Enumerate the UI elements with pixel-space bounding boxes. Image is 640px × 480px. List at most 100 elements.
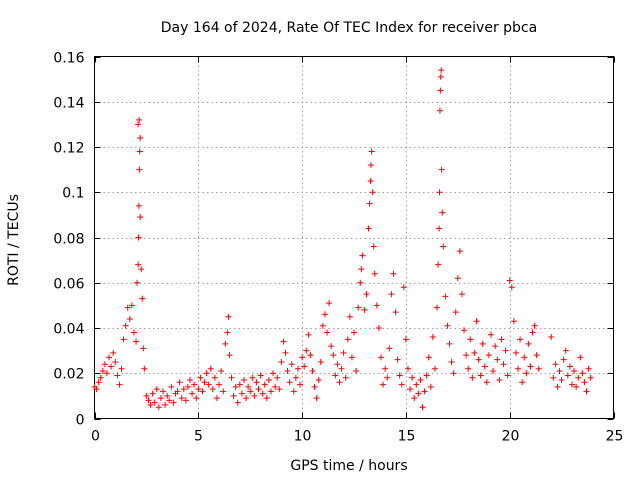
- data-point: [99, 367, 106, 374]
- data-point: [533, 352, 540, 359]
- data-point: [502, 347, 509, 354]
- data-point: [575, 374, 582, 381]
- data-point: [382, 365, 389, 372]
- data-point: [225, 313, 232, 320]
- data-point: [353, 367, 360, 374]
- data-point: [122, 322, 129, 329]
- data-point: [282, 349, 289, 356]
- data-point: [548, 334, 555, 341]
- data-point: [136, 116, 143, 123]
- data-point: [504, 372, 511, 379]
- data-point: [423, 372, 430, 379]
- data-point: [485, 352, 492, 359]
- data-point: [226, 352, 233, 359]
- data-point: [355, 304, 362, 311]
- data-point: [274, 374, 281, 381]
- data-point: [205, 381, 212, 388]
- data-point: [417, 377, 424, 384]
- data-point: [529, 329, 536, 336]
- data-point: [369, 189, 376, 196]
- data-point: [438, 166, 445, 173]
- data-point: [128, 302, 135, 309]
- data-point: [384, 374, 391, 381]
- data-point: [448, 358, 455, 365]
- data-point: [358, 266, 365, 273]
- data-point: [236, 381, 243, 388]
- data-point: [319, 322, 326, 329]
- data-point: [488, 331, 495, 338]
- data-point: [324, 329, 331, 336]
- data-point: [184, 383, 191, 390]
- data-point: [348, 354, 355, 361]
- data-point: [112, 358, 119, 365]
- data-point: [508, 284, 515, 291]
- data-point: [438, 67, 445, 74]
- data-point: [191, 381, 198, 388]
- data-point: [452, 309, 459, 316]
- data-point: [519, 379, 526, 386]
- data-point: [456, 248, 463, 255]
- data-point: [371, 270, 378, 277]
- data-point: [394, 356, 401, 363]
- data-point: [515, 365, 522, 372]
- data-point: [234, 399, 241, 406]
- data-point: [330, 352, 337, 359]
- data-point: [108, 363, 115, 370]
- data-point: [209, 386, 216, 393]
- data-point: [251, 392, 258, 399]
- data-point: [253, 379, 260, 386]
- data-point: [523, 370, 530, 377]
- data-point: [286, 379, 293, 386]
- data-point: [346, 313, 353, 320]
- x-tick-label: 20: [502, 429, 520, 445]
- data-point: [402, 336, 409, 343]
- data-point: [126, 315, 133, 322]
- data-point: [429, 334, 436, 341]
- data-point: [294, 365, 301, 372]
- x-axis-ticks: 0 5 10 15 20 25: [91, 56, 623, 445]
- data-point: [444, 322, 451, 329]
- y-tick-label: 0.1: [62, 186, 84, 202]
- data-point: [211, 374, 218, 381]
- data-point: [344, 336, 351, 343]
- data-point: [367, 177, 374, 184]
- data-point: [213, 395, 220, 402]
- data-point: [475, 356, 482, 363]
- data-point: [506, 277, 513, 284]
- data-point: [278, 358, 285, 365]
- data-point: [473, 318, 480, 325]
- data-point: [292, 374, 299, 381]
- data-point: [201, 379, 208, 386]
- data-point: [174, 388, 181, 395]
- data-point: [415, 390, 422, 397]
- data-point: [135, 202, 142, 209]
- data-point: [419, 404, 426, 411]
- data-point: [170, 399, 177, 406]
- data-point: [207, 365, 214, 372]
- data-point: [404, 365, 411, 372]
- data-point: [101, 361, 108, 368]
- data-point: [317, 358, 324, 365]
- data-point: [195, 386, 202, 393]
- data-point: [568, 381, 575, 388]
- data-point: [434, 304, 441, 311]
- data-point: [245, 383, 252, 390]
- data-point: [151, 399, 158, 406]
- y-tick-label: 0.16: [53, 51, 84, 67]
- data-point: [436, 189, 443, 196]
- data-point: [446, 340, 453, 347]
- data-point: [370, 243, 377, 250]
- x-tick-label: 5: [194, 429, 203, 445]
- data-point: [581, 379, 588, 386]
- data-point: [147, 401, 154, 408]
- data-point: [407, 386, 414, 393]
- data-point: [368, 148, 375, 155]
- data-point: [118, 365, 125, 372]
- data-point: [186, 377, 193, 384]
- data-point: [527, 363, 534, 370]
- data-point: [93, 386, 100, 393]
- data-point: [145, 397, 152, 404]
- data-point: [155, 404, 162, 411]
- data-point: [220, 388, 227, 395]
